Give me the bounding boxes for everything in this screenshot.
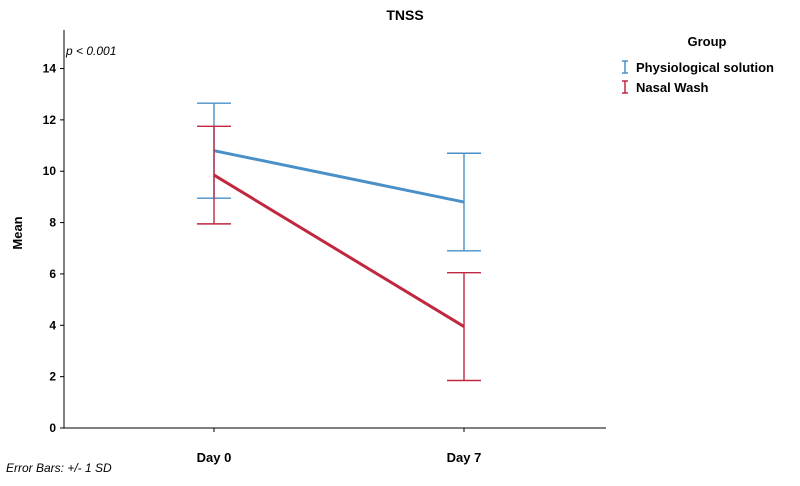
series-line [213,173,465,328]
series-layer [197,102,481,382]
legend-item: Physiological solution [622,60,774,75]
legend-title: Group [688,34,727,49]
y-tick-label: 12 [43,113,57,127]
y-tick-label: 8 [49,216,56,230]
y-axis-label: Mean [10,216,25,249]
significance-annotation: p < 0.001 [65,44,116,58]
y-tick-label: 10 [43,164,57,178]
legend-item: Nasal Wash [622,80,709,95]
legend: Group Physiological solution Nasal Wash [622,34,774,95]
y-tick-label: 6 [49,267,56,281]
series-line [213,149,465,204]
error-bars-footnote: Error Bars: +/- 1 SD [6,461,112,475]
series-1 [197,102,481,252]
legend-label: Physiological solution [636,60,774,75]
x-tick-label: Day 0 [197,450,232,465]
y-tick-label: 0 [49,421,56,435]
x-axis-ticks: Day 0 Day 7 [197,428,482,465]
legend-label: Nasal Wash [636,80,709,95]
y-axis-ticks: 0 2 4 6 8 10 12 14 [43,62,64,435]
chart-title: TNSS [386,7,423,23]
series-2 [197,125,481,382]
y-tick-label: 4 [49,318,56,332]
y-tick-label: 2 [49,370,56,384]
y-tick-label: 14 [43,62,57,76]
legend-items: Physiological solution Nasal Wash [622,60,774,95]
x-tick-label: Day 7 [447,450,482,465]
